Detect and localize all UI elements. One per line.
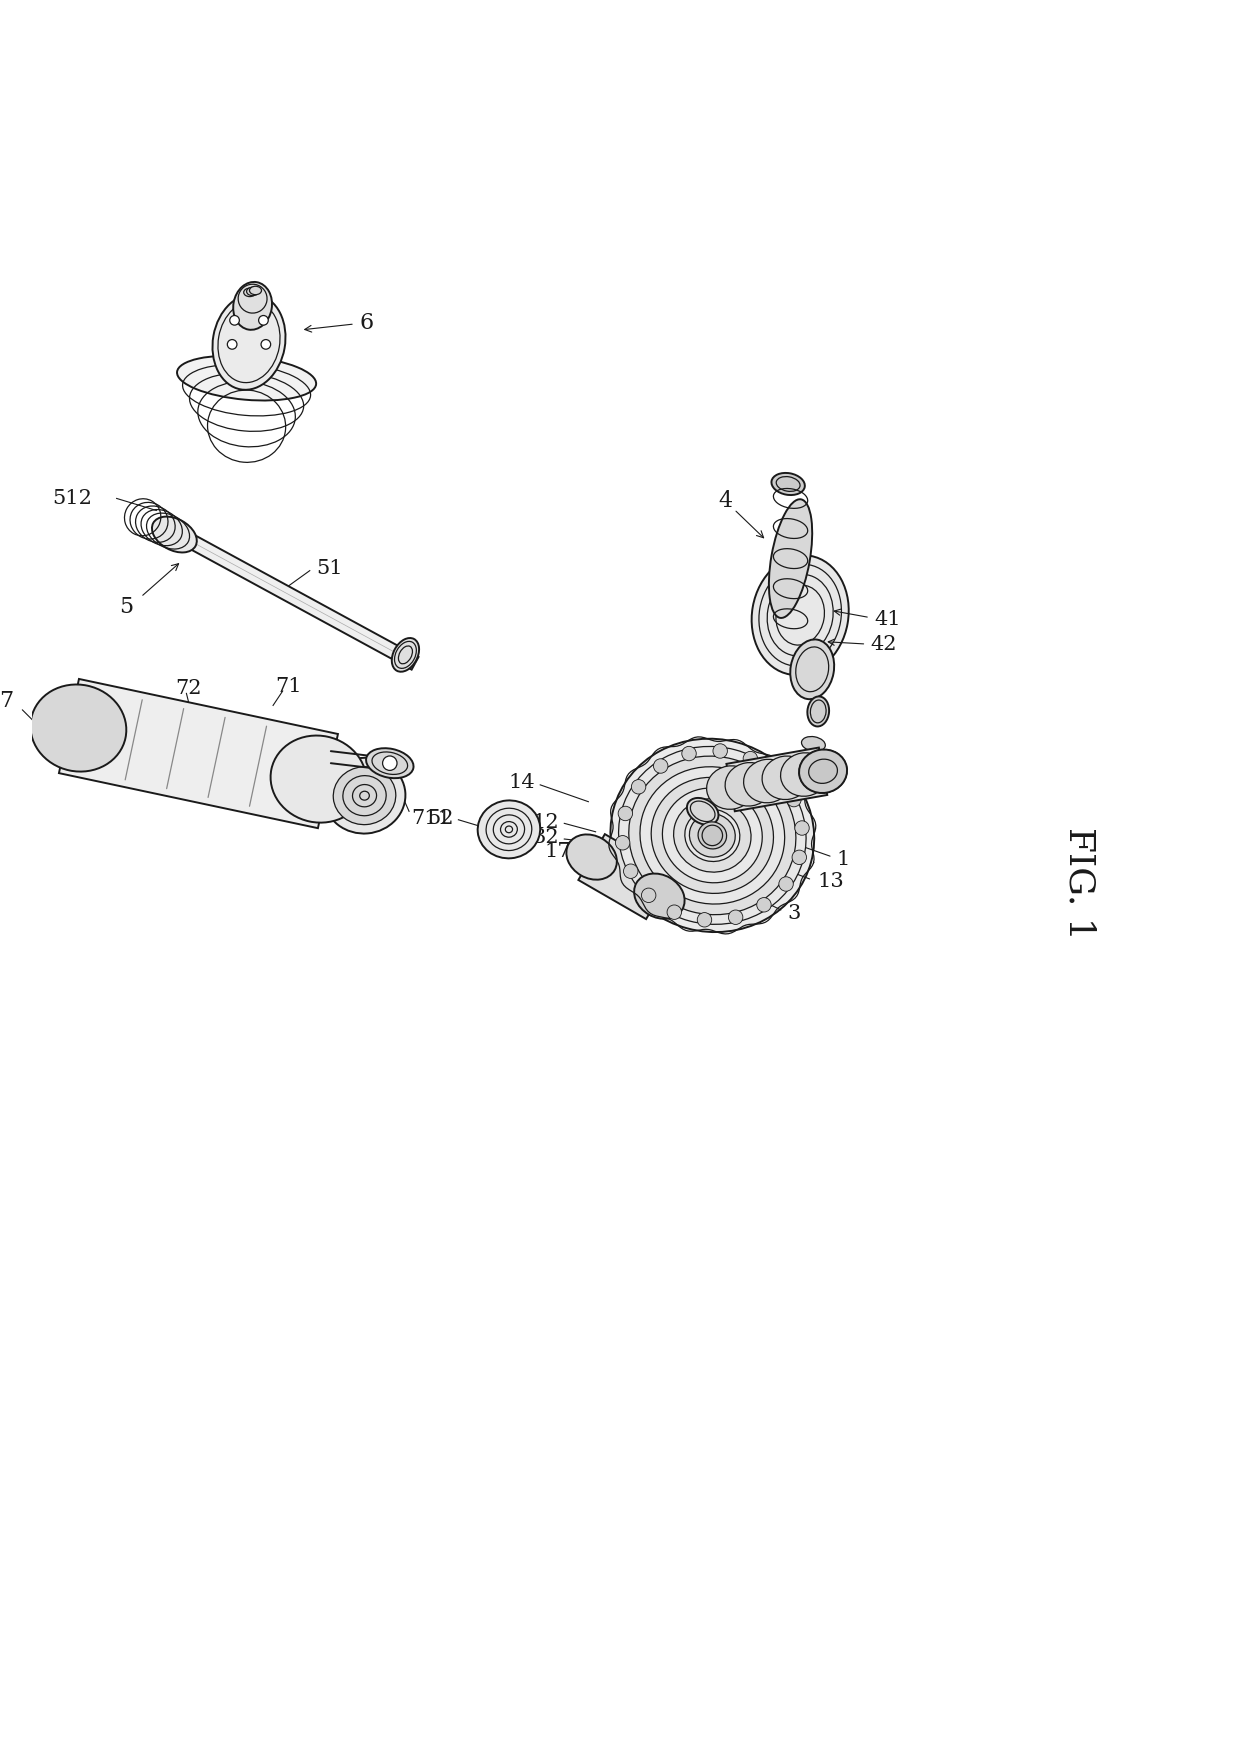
Circle shape <box>262 340 270 349</box>
Text: 32: 32 <box>533 828 559 847</box>
Ellipse shape <box>334 767 396 824</box>
Ellipse shape <box>31 685 126 772</box>
Circle shape <box>713 744 728 758</box>
Ellipse shape <box>771 472 805 495</box>
Circle shape <box>769 769 784 783</box>
Ellipse shape <box>790 640 835 699</box>
Text: 711: 711 <box>412 809 451 828</box>
Circle shape <box>615 835 630 851</box>
Ellipse shape <box>769 498 812 619</box>
Ellipse shape <box>233 282 272 329</box>
Circle shape <box>227 340 237 349</box>
Polygon shape <box>182 532 419 669</box>
Text: 72: 72 <box>176 680 202 699</box>
Circle shape <box>795 821 810 835</box>
Text: 17: 17 <box>544 842 572 861</box>
Ellipse shape <box>567 835 616 880</box>
Ellipse shape <box>808 760 837 783</box>
Circle shape <box>779 877 794 891</box>
Ellipse shape <box>247 288 259 296</box>
Ellipse shape <box>270 736 367 823</box>
Ellipse shape <box>662 788 763 882</box>
Circle shape <box>792 851 806 865</box>
Polygon shape <box>578 835 672 919</box>
Circle shape <box>682 746 696 760</box>
Ellipse shape <box>651 777 774 894</box>
Circle shape <box>756 898 771 912</box>
Text: 3: 3 <box>787 905 800 924</box>
Ellipse shape <box>673 798 751 872</box>
Ellipse shape <box>249 286 262 295</box>
Circle shape <box>259 315 268 326</box>
Text: 512: 512 <box>52 490 93 507</box>
Text: 16: 16 <box>665 894 691 912</box>
Text: 15: 15 <box>673 870 701 889</box>
Circle shape <box>619 807 632 821</box>
Ellipse shape <box>629 756 796 915</box>
Text: FIG. 1: FIG. 1 <box>1063 828 1096 939</box>
Ellipse shape <box>392 638 419 671</box>
Text: 5: 5 <box>119 596 134 617</box>
Polygon shape <box>60 680 339 828</box>
Ellipse shape <box>687 798 718 824</box>
Ellipse shape <box>751 556 848 675</box>
Ellipse shape <box>801 765 826 781</box>
Ellipse shape <box>244 288 255 296</box>
Ellipse shape <box>763 756 810 800</box>
Ellipse shape <box>801 737 826 751</box>
Circle shape <box>383 756 397 770</box>
Text: 7: 7 <box>0 690 12 711</box>
Ellipse shape <box>725 763 773 805</box>
Ellipse shape <box>807 697 830 727</box>
Circle shape <box>786 793 801 807</box>
Circle shape <box>667 905 682 919</box>
Text: 1: 1 <box>836 851 849 870</box>
Ellipse shape <box>780 753 828 797</box>
Text: 12: 12 <box>533 812 559 831</box>
Ellipse shape <box>212 295 285 390</box>
Text: 511: 511 <box>247 770 286 790</box>
Polygon shape <box>727 748 827 810</box>
Text: 22: 22 <box>692 749 718 769</box>
Ellipse shape <box>610 739 815 933</box>
Text: 13: 13 <box>817 872 843 891</box>
Text: 51: 51 <box>316 560 342 577</box>
Text: 42: 42 <box>870 634 897 654</box>
Ellipse shape <box>689 814 735 858</box>
Ellipse shape <box>799 749 847 793</box>
Circle shape <box>624 865 637 878</box>
Ellipse shape <box>477 800 541 858</box>
Circle shape <box>743 751 758 765</box>
Ellipse shape <box>744 760 791 804</box>
Ellipse shape <box>801 751 826 765</box>
Ellipse shape <box>684 809 740 861</box>
Ellipse shape <box>698 823 727 849</box>
Ellipse shape <box>366 748 413 777</box>
Text: 52: 52 <box>427 809 454 828</box>
Text: 14: 14 <box>508 772 536 791</box>
Ellipse shape <box>324 758 405 833</box>
Circle shape <box>697 913 712 927</box>
Circle shape <box>653 758 668 774</box>
Text: 41: 41 <box>874 610 901 629</box>
Ellipse shape <box>634 873 684 919</box>
Text: 71: 71 <box>275 676 303 695</box>
Ellipse shape <box>799 749 847 793</box>
Circle shape <box>702 824 723 845</box>
Circle shape <box>641 889 656 903</box>
Ellipse shape <box>153 516 197 553</box>
Text: 6: 6 <box>360 312 373 333</box>
Ellipse shape <box>707 765 755 809</box>
Ellipse shape <box>177 356 316 401</box>
Ellipse shape <box>619 746 806 924</box>
Text: 2: 2 <box>782 769 795 788</box>
Circle shape <box>631 779 646 795</box>
Circle shape <box>229 315 239 326</box>
Text: 4: 4 <box>718 490 733 512</box>
Ellipse shape <box>640 767 785 905</box>
Circle shape <box>728 910 743 924</box>
